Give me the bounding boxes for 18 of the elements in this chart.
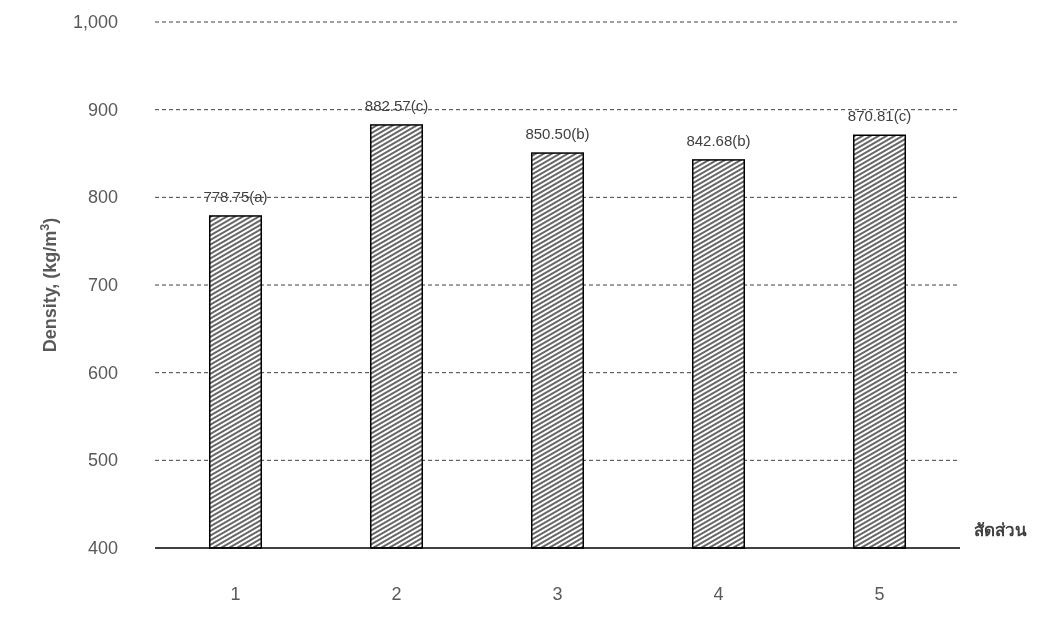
x-tick-label: 1 bbox=[230, 584, 241, 604]
x-tick-label: 4 bbox=[713, 584, 724, 604]
x-tick-label: 5 bbox=[874, 584, 885, 604]
data-label: 850.50(b) bbox=[525, 125, 590, 143]
y-tick-label: 1,000 bbox=[72, 12, 118, 32]
y-tick-label: 500 bbox=[87, 450, 118, 471]
x-axis-title: สัดส่วน bbox=[973, 521, 1027, 540]
y-tick-label: 700 bbox=[87, 275, 118, 295]
data-label: 778.75(a) bbox=[203, 187, 268, 205]
x-tick-label: 3 bbox=[552, 584, 563, 604]
y-tick-label: 600 bbox=[87, 362, 118, 383]
y-tick-label: 400 bbox=[87, 538, 118, 558]
y-tick-label: 800 bbox=[87, 187, 118, 208]
data-label: 870.81(c) bbox=[847, 107, 912, 125]
y-tick-label: 900 bbox=[87, 99, 118, 120]
data-label: 882.57(c) bbox=[364, 96, 429, 114]
data-label: 842.68(b) bbox=[686, 131, 751, 149]
x-tick-label: 2 bbox=[391, 584, 402, 604]
